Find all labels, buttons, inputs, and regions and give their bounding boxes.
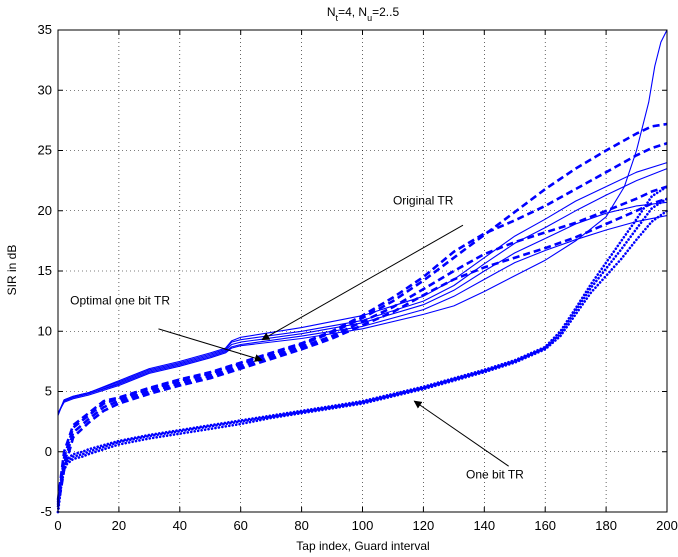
y-tick-label: 0 [45, 444, 52, 459]
y-tick-label: 15 [38, 263, 52, 278]
y-tick-label: 10 [38, 323, 52, 338]
series-line-original-3 [57, 201, 668, 415]
x-axis-label: Tap index, Guard interval [296, 539, 429, 553]
x-tick-label: 80 [294, 518, 308, 533]
series-line-original-2 [57, 168, 668, 415]
title-t-sub: t [336, 13, 339, 23]
series-line-original-4 [57, 215, 668, 414]
series-line-one_bit-12 [56, 185, 669, 514]
annotations: Original TR Optimal one bit TR One bit TR [70, 194, 524, 482]
title-mid: =4, N [338, 5, 367, 19]
series-group [56, 29, 669, 514]
y-tick-label: 20 [38, 203, 52, 218]
series-line-one_bit-10 [56, 209, 669, 514]
annotation-label: Optimal one bit TR [70, 294, 170, 308]
y-tick-label: 35 [38, 22, 52, 37]
y-axis-label: SIR in dB [5, 245, 19, 296]
x-tick-label: 0 [54, 518, 61, 533]
series-line-one_bit-11 [56, 197, 669, 514]
y-tick-label: -5 [40, 504, 52, 519]
ticks: 0 20 40 60 80 100 120 140 160 180 200-505101520253… [38, 22, 678, 533]
y-tick-label: 25 [38, 143, 52, 158]
x-tick-label: 100 [352, 518, 374, 533]
x-tick-label: 120 [413, 518, 435, 533]
series-line-optimal-7 [56, 122, 668, 503]
annotation-arrow [158, 328, 263, 362]
x-tick-label: 140 [473, 518, 495, 533]
series-line-optimal-9 [56, 197, 668, 508]
annotation-arrow [413, 400, 509, 467]
title-range: =2..5 [372, 5, 399, 19]
annotation-label: One bit TR [466, 467, 524, 481]
y-tick-label: 30 [38, 82, 52, 97]
x-tick-label: 60 [233, 518, 247, 533]
y-tick-label: 5 [45, 384, 52, 399]
title-n: N [327, 5, 336, 19]
annotation-label: Original TR [393, 194, 454, 208]
x-tick-label: 20 [112, 518, 126, 533]
series-line-optimal-8 [56, 185, 668, 505]
x-tick-label: 200 [656, 518, 678, 533]
x-tick-label: 40 [173, 518, 187, 533]
title-u-sub: u [367, 13, 372, 23]
x-tick-label: 160 [534, 518, 556, 533]
x-tick-label: 180 [595, 518, 617, 533]
annotation-arrow [261, 224, 464, 341]
series-line-original-1 [57, 162, 668, 416]
chart-title: Nt=4, Nu=2..5 [327, 5, 400, 23]
